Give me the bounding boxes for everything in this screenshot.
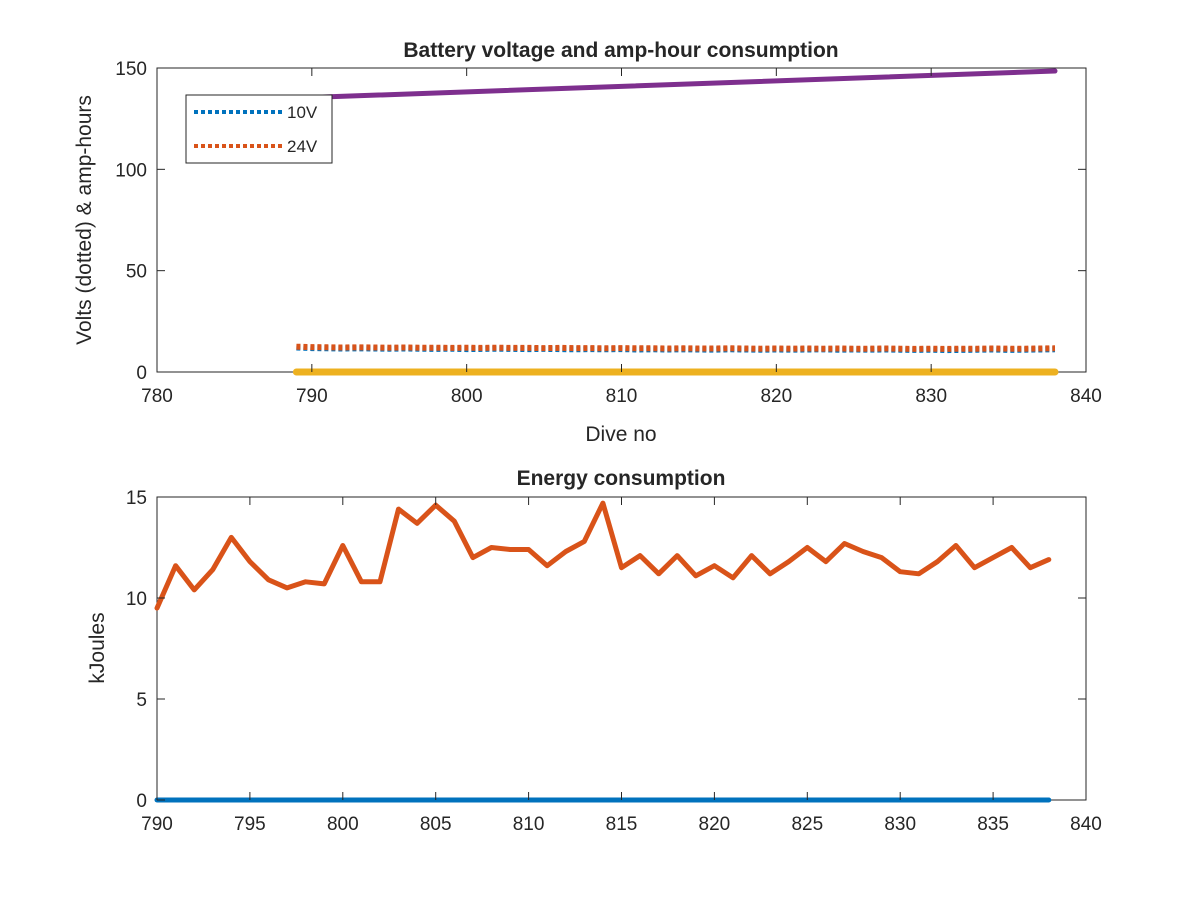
bottom-x-tick-label: 805 [420, 814, 452, 835]
top-series-line-1 [296, 347, 1055, 349]
bottom-y-axis-label: kJoules [86, 612, 109, 683]
top-y-tick-label: 50 [126, 262, 147, 283]
top-y-tick-label: 150 [115, 59, 147, 80]
bottom-x-tick-label: 800 [327, 814, 359, 835]
top-x-tick-label: 810 [606, 386, 638, 407]
bottom-y-tick-label: 15 [126, 488, 147, 509]
bottom-x-tick-label: 840 [1070, 814, 1102, 835]
top-x-tick-label: 800 [451, 386, 483, 407]
top-y-axis-label: Volts (dotted) & amp-hours [73, 95, 96, 345]
bottom-x-tick-label: 820 [699, 814, 731, 835]
bottom-y-tick-label: 0 [136, 791, 147, 812]
top-x-tick-label: 780 [141, 386, 173, 407]
top-x-tick-label: 840 [1070, 386, 1102, 407]
bottom-x-tick-label: 825 [791, 814, 823, 835]
bottom-chart-title: Energy consumption [517, 467, 726, 490]
bottom-x-tick-label: 815 [606, 814, 638, 835]
bottom-x-tick-label: 835 [977, 814, 1009, 835]
bottom-x-tick-label: 790 [141, 814, 173, 835]
top-y-tick-label: 100 [115, 160, 147, 181]
top-x-tick-label: 790 [296, 386, 328, 407]
bottom-y-tick-label: 5 [136, 690, 147, 711]
bottom-x-tick-label: 795 [234, 814, 266, 835]
top-x-tick-label: 830 [915, 386, 947, 407]
bottom-plot-area [157, 497, 1086, 800]
figure: 780 790 800 810 820 830 840050100150 Battery v… [0, 0, 1200, 900]
bottom-y-tick-label: 10 [126, 589, 147, 610]
top-y-tick-label: 0 [136, 363, 147, 384]
top-chart-title: Battery voltage and amp-hour consumption [403, 39, 838, 62]
legend-label-24v: 24V [287, 137, 318, 156]
top-x-axis-label: Dive no [585, 423, 656, 446]
bottom-chart: 790 795 800 805 810 815 820 825 830 835 840051015 … [86, 467, 1102, 835]
bottom-x-tick-label: 810 [513, 814, 545, 835]
legend-label-10v: 10V [287, 103, 318, 122]
top-x-tick-label: 820 [760, 386, 792, 407]
top-legend: 10V 24V [186, 95, 332, 163]
bottom-x-tick-label: 830 [884, 814, 916, 835]
